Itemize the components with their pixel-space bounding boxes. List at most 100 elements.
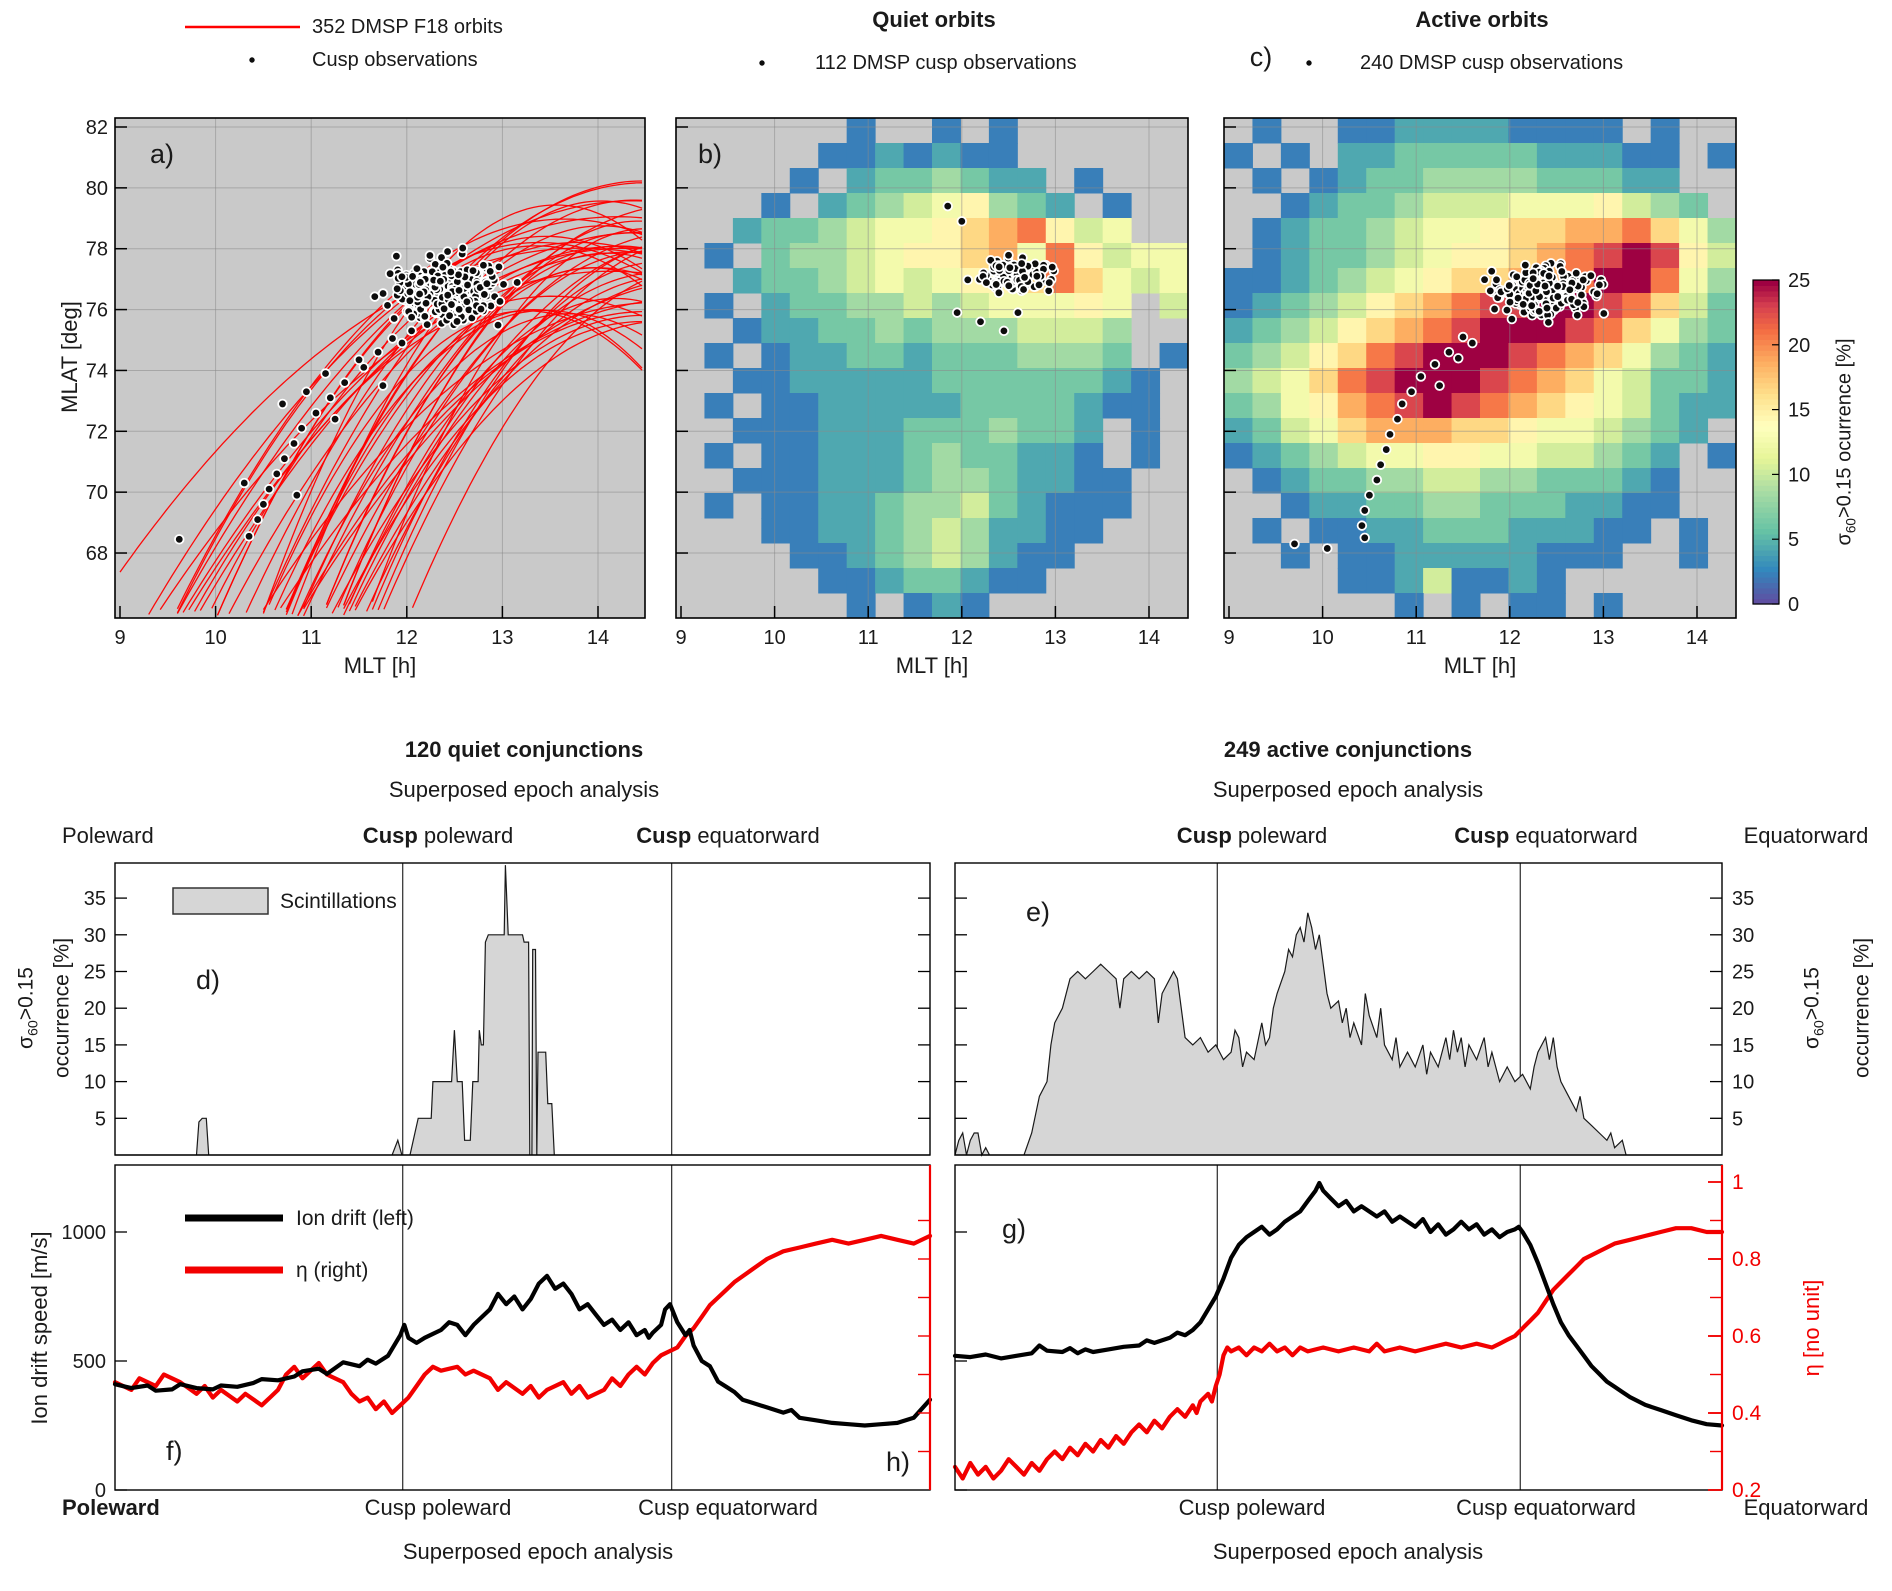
ion-drift-legend-label: Ion drift (left) [296, 1207, 414, 1230]
svg-text:5: 5 [95, 1108, 106, 1130]
svg-text:13: 13 [1044, 627, 1066, 649]
svg-text:9: 9 [114, 627, 125, 649]
svg-text:14: 14 [1138, 627, 1160, 649]
quiet-top-cusp-equatorward: Cusp equatorward [636, 823, 820, 848]
svg-text:0.6: 0.6 [1732, 1325, 1761, 1348]
svg-text:9: 9 [675, 627, 686, 649]
svg-text:14: 14 [1686, 627, 1708, 649]
mlat-axis-label: MLAT [deg] [57, 301, 82, 413]
active-top-cusp-poleward: Cusp poleward [1176, 823, 1328, 848]
active-bottom-equatorward: Equatorward [1743, 1495, 1869, 1520]
svg-text:76: 76 [86, 300, 108, 322]
svg-text:74: 74 [86, 360, 108, 382]
svg-text:78: 78 [86, 239, 108, 261]
panel-a-xlabel: MLT [h] [343, 653, 417, 678]
svg-text:13: 13 [1592, 627, 1614, 649]
svg-text:0.2: 0.2 [1732, 1479, 1761, 1502]
active-title: 249 active conjunctions [1223, 737, 1473, 762]
svg-text:25: 25 [1788, 270, 1810, 292]
quiet-bottom-cusp-equatorward: Cusp equatorward [638, 1495, 818, 1520]
scintillations-legend-label: Scintillations [280, 890, 397, 913]
svg-text:1: 1 [1732, 1171, 1744, 1194]
panel-h-letter: h) [886, 1447, 911, 1477]
svg-text:0: 0 [1788, 594, 1799, 616]
svg-text:70: 70 [86, 482, 108, 504]
quiet-bottom-subtitle: Superposed epoch analysis [402, 1539, 674, 1564]
eta-axis-label: η [no unit] [1799, 1279, 1824, 1377]
svg-text:68: 68 [86, 543, 108, 565]
svg-text:35: 35 [84, 888, 106, 910]
svg-text:20: 20 [1732, 998, 1754, 1020]
panel-e-ylabel-line1: σ60>0.15 [1800, 967, 1828, 1049]
svg-text:10: 10 [1788, 464, 1810, 486]
svg-text:15: 15 [84, 1035, 106, 1057]
panel-g-letter: g) [1002, 1214, 1027, 1244]
panel-b-xlabel: MLT [h] [895, 653, 969, 678]
svg-text:30: 30 [1732, 925, 1754, 947]
svg-text:13: 13 [491, 627, 513, 649]
quiet-top-cusp-poleward: Cusp poleward [362, 823, 514, 848]
active-bottom-subtitle: Superposed epoch analysis [1212, 1539, 1484, 1564]
svg-text:5: 5 [1788, 529, 1799, 551]
cusp-legend-label: Cusp observations [312, 49, 478, 71]
colorbar-label: σ60>0.15 ocurrence [%] [1833, 338, 1859, 546]
panel-b-legend: 112 DMSP cusp observations [815, 52, 1077, 74]
quiet-title: 120 quiet conjunctions [404, 737, 644, 762]
svg-text:10: 10 [204, 627, 226, 649]
panel-c-title: Active orbits [1415, 7, 1549, 32]
svg-text:20: 20 [1788, 335, 1810, 357]
svg-text:30: 30 [84, 925, 106, 947]
svg-text:11: 11 [858, 627, 879, 649]
quiet-subtitle: Superposed epoch analysis [388, 777, 660, 802]
panel-b-letter: b) [698, 139, 723, 169]
panel-b-title: Quiet orbits [872, 7, 996, 32]
svg-text:25: 25 [1732, 962, 1754, 984]
panel-a-letter: a) [150, 139, 175, 169]
active-bottom-cusp-poleward: Cusp poleward [1178, 1495, 1326, 1520]
panel-c-legend: 240 DMSP cusp observations [1360, 52, 1624, 74]
eta-legend-label: η (right) [296, 1259, 369, 1282]
svg-text:1000: 1000 [62, 1222, 107, 1244]
svg-text:72: 72 [86, 421, 108, 443]
svg-text:10: 10 [1732, 1072, 1754, 1094]
active-bottom-cusp-equatorward: Cusp equatorward [1456, 1495, 1636, 1520]
svg-text:5: 5 [1732, 1108, 1743, 1130]
svg-text:11: 11 [301, 627, 322, 649]
active-subtitle: Superposed epoch analysis [1212, 777, 1484, 802]
svg-text:10: 10 [1311, 627, 1333, 649]
svg-text:12: 12 [396, 627, 418, 649]
svg-text:0: 0 [95, 1480, 106, 1502]
panel-d-ylabel-line2: occurrence [%] [50, 937, 74, 1079]
active-top-equatorward: Equatorward [1743, 823, 1869, 848]
svg-text:11: 11 [1406, 627, 1427, 649]
orbits-legend-label: 352 DMSP F18 orbits [312, 16, 503, 38]
panel-f-letter: f) [166, 1436, 183, 1466]
svg-text:80: 80 [86, 178, 108, 200]
panel-d-ylabel-line1: σ60>0.15 [14, 967, 42, 1049]
quiet-bottom-poleward: Poleward [62, 1495, 160, 1520]
svg-text:35: 35 [1732, 888, 1754, 910]
active-top-cusp-equatorward: Cusp equatorward [1454, 823, 1638, 848]
svg-text:10: 10 [84, 1072, 106, 1094]
svg-text:0.4: 0.4 [1732, 1402, 1762, 1425]
svg-text:9: 9 [1223, 627, 1234, 649]
panel-e-ylabel-line2: occurrence [%] [1850, 937, 1874, 1079]
quiet-top-poleward: Poleward [62, 823, 154, 848]
svg-text:15: 15 [1788, 400, 1810, 422]
svg-text:12: 12 [1499, 627, 1521, 649]
quiet-bottom-cusp-poleward: Cusp poleward [364, 1495, 512, 1520]
svg-text:500: 500 [73, 1351, 106, 1373]
svg-text:12: 12 [951, 627, 973, 649]
svg-text:0.8: 0.8 [1732, 1248, 1761, 1271]
svg-text:14: 14 [587, 627, 609, 649]
svg-text:10: 10 [763, 627, 785, 649]
panel-c-xlabel: MLT [h] [1443, 653, 1517, 678]
svg-text:25: 25 [84, 962, 106, 984]
panel-e-letter: e) [1026, 897, 1051, 927]
svg-text:82: 82 [86, 117, 108, 139]
svg-text:20: 20 [84, 998, 106, 1020]
svg-text:15: 15 [1732, 1035, 1754, 1057]
panel-c-letter: c) [1249, 42, 1273, 72]
